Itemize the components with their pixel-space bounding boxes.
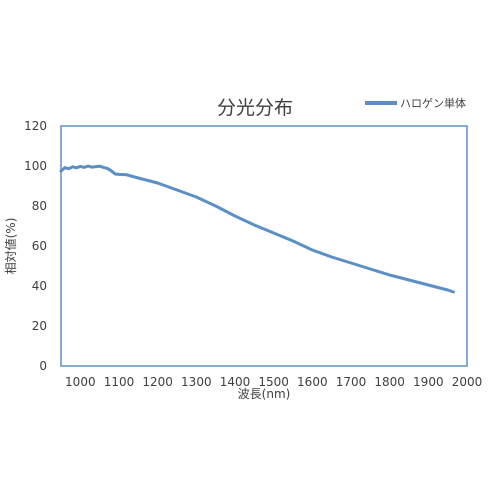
series-layer: [59, 164, 455, 294]
x-tick-label: 1400: [220, 375, 251, 389]
chart-title: 分光分布: [217, 97, 293, 119]
plot-area-frame: [60, 125, 468, 367]
x-tick-label: 1100: [104, 375, 135, 389]
legend: ハロゲン単体: [365, 96, 466, 110]
x-tick-label: 1500: [258, 375, 289, 389]
series-line: [59, 164, 455, 294]
y-tick-label: 0: [39, 359, 47, 373]
x-axis-ticks: 1000 1100 1200 1300 1400 1500 1600 1700 1800 1900…: [65, 375, 482, 389]
x-tick-label: 1700: [336, 375, 367, 389]
x-tick-label: 1000: [65, 375, 96, 389]
y-axis-ticks: 0 20 40 60 80 100 120: [24, 119, 47, 373]
y-tick-label: 80: [32, 199, 47, 213]
x-axis-title: 波長(nm): [238, 387, 291, 401]
x-tick-label: 1600: [297, 375, 328, 389]
x-tick-label: 1300: [181, 375, 212, 389]
y-tick-label: 60: [32, 239, 47, 253]
y-tick-label: 40: [32, 279, 47, 293]
x-tick-label: 1900: [413, 375, 444, 389]
legend-label: ハロゲン単体: [400, 96, 466, 110]
x-tick-label: 1200: [142, 375, 173, 389]
x-tick-label: 1800: [374, 375, 405, 389]
y-tick-label: 20: [32, 319, 47, 333]
y-axis-title: 相対値(%): [3, 218, 18, 275]
x-tick-label: 2000: [452, 375, 483, 389]
y-tick-label: 120: [24, 119, 47, 133]
y-tick-label: 100: [24, 159, 47, 173]
